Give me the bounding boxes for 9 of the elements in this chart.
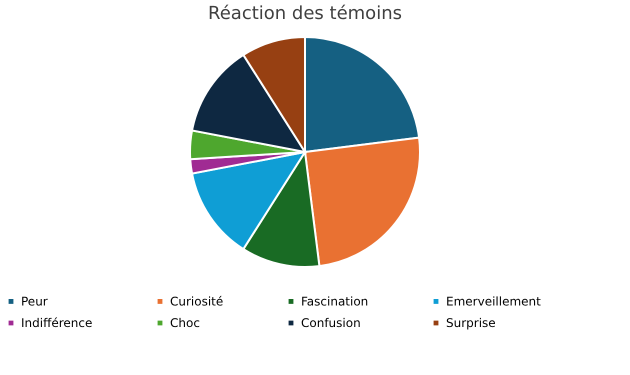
- legend-label: Fascination: [301, 294, 368, 308]
- chart-title: Réaction des témoins: [208, 3, 402, 24]
- legend-label: Confusion: [301, 316, 361, 330]
- legend-label: Peur: [21, 294, 48, 308]
- legend-label: Emerveillement: [446, 294, 542, 308]
- legend-label: Surprise: [446, 316, 496, 330]
- legend-label: Curiosité: [170, 294, 224, 308]
- legend-label: Indifférence: [21, 316, 92, 330]
- legend-label: Choc: [170, 316, 200, 330]
